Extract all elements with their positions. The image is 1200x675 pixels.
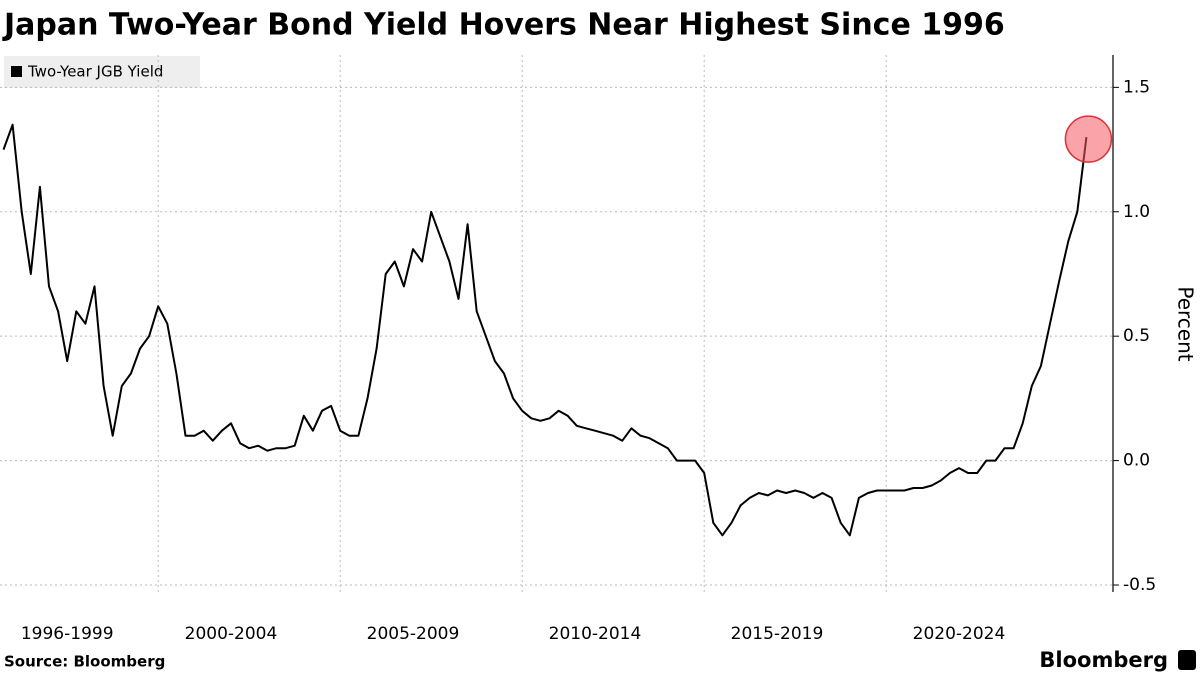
brand-icon bbox=[1178, 650, 1196, 670]
y-tick-label: 1.5 bbox=[1123, 77, 1150, 97]
source: Source: Bloomberg bbox=[4, 653, 165, 671]
x-tick-label: 2000-2004 bbox=[185, 624, 278, 644]
brand: Bloomberg bbox=[1039, 648, 1168, 672]
x-tick-label: 2020-2024 bbox=[913, 624, 1006, 644]
x-tick-label: 2005-2009 bbox=[367, 624, 460, 644]
chart-title: Japan Two-Year Bond Yield Hovers Near Hi… bbox=[2, 8, 1005, 43]
y-tick-label: 0.0 bbox=[1123, 451, 1150, 471]
legend-label: Two-Year JGB Yield bbox=[27, 63, 163, 81]
legend-swatch bbox=[11, 66, 22, 77]
y-axis-label: Percent bbox=[1174, 286, 1198, 361]
line bbox=[2, 123, 1088, 537]
y-tick-label: -0.5 bbox=[1123, 575, 1156, 595]
y-tick-label: 0.5 bbox=[1123, 326, 1150, 346]
highlight-marker bbox=[1064, 115, 1113, 163]
x-tick-label: 2010-2014 bbox=[549, 624, 642, 644]
x-tick-label: 1996-1999 bbox=[21, 624, 114, 644]
legend-box bbox=[4, 56, 200, 88]
x-tick-label: 2015-2019 bbox=[731, 624, 824, 644]
y-tick-label: 1.0 bbox=[1123, 202, 1150, 222]
